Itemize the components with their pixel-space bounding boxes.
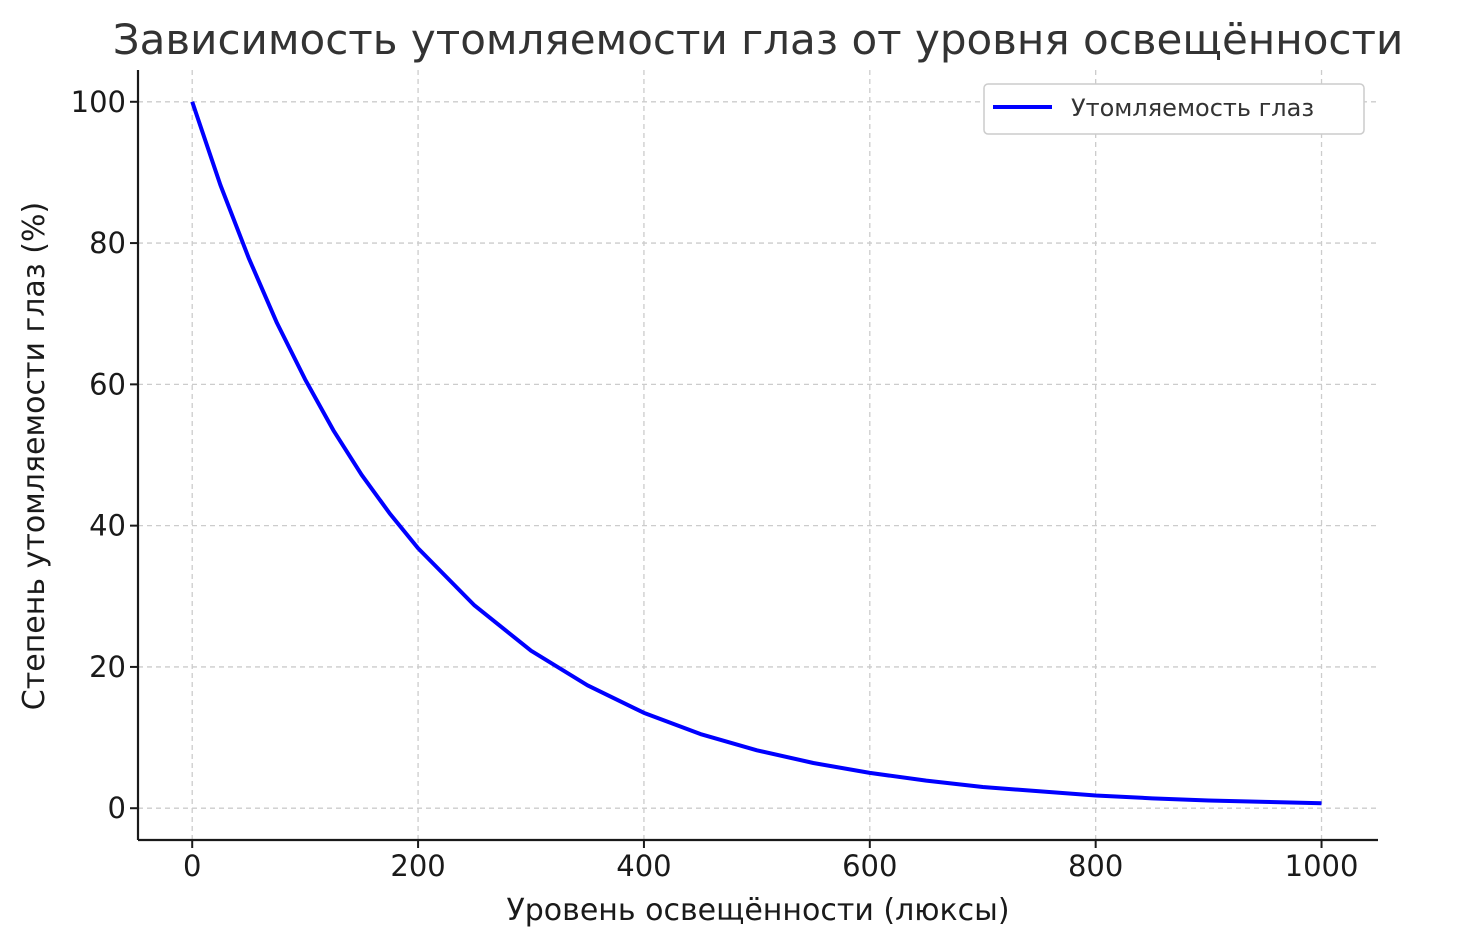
y-tick-label: 40 [89, 509, 126, 543]
legend: Утомляемость глаз [983, 83, 1365, 135]
y-tick-label: 60 [89, 367, 126, 401]
x-tick-label: 400 [616, 849, 671, 883]
x-tick-label: 800 [1068, 849, 1123, 883]
y-tick-label: 100 [71, 85, 126, 119]
series-line [190, 101, 1322, 806]
y-axis-label: Степень утомляемости глаз (%) [17, 202, 52, 710]
x-tick-label: 0 [183, 849, 201, 883]
x-axis-label: Уровень освещённости (люксы) [506, 893, 1009, 928]
ticks: 0 200 400 600 800 1000 0 20 40 60 80 100 [71, 85, 1359, 883]
legend-label: Утомляемость глаз [1071, 94, 1314, 122]
x-tick-label: 1000 [1285, 849, 1359, 883]
grid [138, 70, 1378, 840]
series-layer [190, 101, 1322, 806]
axes [136, 70, 1378, 842]
x-tick-label: 600 [842, 849, 897, 883]
x-tick-label: 200 [390, 849, 445, 883]
y-tick-label: 80 [89, 226, 126, 260]
legend-box [983, 83, 1365, 135]
y-tick-label: 20 [89, 650, 126, 684]
chart-title: Зависимость утомляемости глаз от уровня … [113, 15, 1404, 64]
y-tick-label: 0 [108, 791, 126, 825]
